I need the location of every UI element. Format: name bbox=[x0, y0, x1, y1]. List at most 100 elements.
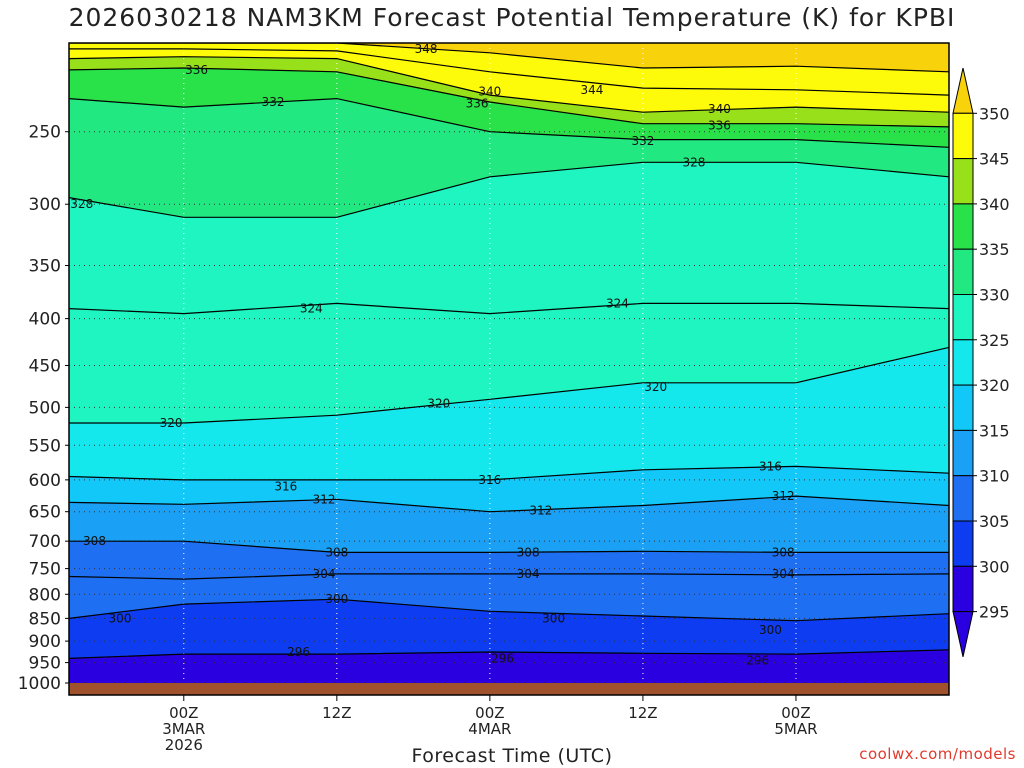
contour-label: 324 bbox=[606, 296, 629, 310]
y-tick-label: 500 bbox=[29, 398, 61, 418]
colorbar-top-arrow bbox=[952, 67, 974, 114]
contour-label: 348 bbox=[415, 42, 438, 56]
credit-link[interactable]: coolwx.com/models bbox=[859, 745, 1016, 763]
isentrope-312 bbox=[69, 495, 949, 513]
y-tick-label: 400 bbox=[29, 310, 61, 330]
contour-label: 304 bbox=[772, 567, 795, 581]
colorbar-swatch bbox=[952, 565, 974, 613]
isentrope-344 bbox=[69, 48, 949, 96]
theta-band-320 bbox=[69, 303, 949, 423]
chart-title: 2026030218 NAM3KM Forecast Potential Tem… bbox=[68, 3, 956, 32]
theta-band-344 bbox=[69, 43, 949, 96]
contour-label: 304 bbox=[313, 567, 336, 581]
y-axis: 250 300 350 400 450 500 550 600 650 700 750 800 850 9… bbox=[18, 123, 69, 694]
contour-label: 336 bbox=[185, 63, 208, 77]
contour-label: 344 bbox=[580, 83, 603, 97]
colorbar-label: 345 bbox=[979, 150, 1010, 169]
colorbar-swatch bbox=[952, 339, 974, 386]
contour-label: 324 bbox=[300, 302, 323, 316]
x-tick-label: 12Z bbox=[628, 704, 657, 722]
contour-label: 332 bbox=[631, 134, 654, 148]
contour-label: 296 bbox=[287, 645, 310, 659]
colorbar-swatch bbox=[952, 429, 974, 477]
y-tick-label: 650 bbox=[29, 503, 61, 523]
colorbar-label: 335 bbox=[979, 240, 1010, 259]
colorbar-label: 325 bbox=[979, 331, 1010, 350]
theta-band-340 bbox=[69, 48, 949, 113]
contour-label: 316 bbox=[478, 473, 501, 487]
x-tick-label: 2026 bbox=[165, 736, 203, 754]
colorbar-label: 350 bbox=[979, 104, 1010, 123]
contour-label: 296 bbox=[491, 651, 514, 665]
colorbar-bottom-arrow bbox=[952, 611, 974, 658]
colorbar-swatch bbox=[952, 475, 974, 522]
isentrope-336 bbox=[69, 67, 949, 128]
y-tick-label: 800 bbox=[29, 585, 61, 605]
x-tick-label: 00Z bbox=[169, 704, 198, 722]
colorbar-swatch bbox=[952, 248, 974, 295]
colorbar-label: 305 bbox=[979, 512, 1010, 531]
colorbar-swatch bbox=[952, 384, 974, 431]
theta-band-324 bbox=[69, 162, 949, 314]
y-tick-label: 750 bbox=[29, 560, 61, 580]
contour-label: 312 bbox=[529, 503, 552, 517]
contour-label: 300 bbox=[109, 611, 132, 625]
contour-label: 300 bbox=[325, 592, 348, 606]
y-tick-label: 300 bbox=[29, 195, 61, 215]
contour-label: 316 bbox=[759, 459, 782, 473]
colorbar-label: 315 bbox=[979, 421, 1010, 440]
theta-band-328 bbox=[69, 98, 949, 218]
colorbar-swatch bbox=[952, 203, 974, 250]
colorbar-label: 340 bbox=[979, 195, 1010, 214]
y-tick-label: 550 bbox=[29, 436, 61, 456]
colorbar-swatch bbox=[952, 294, 974, 341]
theta-band-296 bbox=[69, 599, 949, 659]
y-tick-label: 250 bbox=[29, 123, 61, 143]
colorbar-label: 295 bbox=[979, 603, 1010, 622]
colorbar: 295 300 305 310 315 320 325 330 335 340 345 350 bbox=[952, 67, 1010, 658]
colorbar-swatch bbox=[952, 112, 974, 160]
contour-label: 336 bbox=[708, 118, 731, 132]
isentrope-316 bbox=[69, 465, 949, 481]
x-tick-label: 12Z bbox=[322, 704, 351, 722]
contour-label: 332 bbox=[262, 95, 285, 109]
contour-label: 308 bbox=[517, 545, 540, 559]
y-tick-label: 350 bbox=[29, 257, 61, 277]
colorbar-swatch bbox=[952, 520, 974, 567]
theta-band-292 bbox=[69, 649, 949, 683]
contour-label: 340 bbox=[708, 102, 731, 116]
theta-band-348 bbox=[69, 43, 949, 72]
contour-label: 300 bbox=[759, 623, 782, 637]
colorbar-label: 320 bbox=[979, 376, 1010, 395]
contour-label: 300 bbox=[542, 611, 565, 625]
colorbar-swatch bbox=[952, 158, 974, 205]
isentrope-332 bbox=[69, 97, 949, 148]
colorbar-label: 300 bbox=[979, 557, 1010, 576]
x-tick-label: 00Z bbox=[781, 704, 810, 722]
contour-label: 336 bbox=[466, 97, 489, 111]
isentrope-300 bbox=[69, 598, 949, 622]
isentrope-304 bbox=[69, 573, 949, 580]
y-tick-label: 950 bbox=[29, 654, 61, 674]
contour-label: 296 bbox=[746, 654, 769, 668]
y-tick-label: 700 bbox=[29, 532, 61, 552]
isentrope-328 bbox=[69, 161, 949, 218]
plot-frame bbox=[68, 42, 950, 696]
contour-label: 320 bbox=[427, 396, 450, 410]
contour-label: 340 bbox=[478, 85, 501, 99]
theta-band-300 bbox=[69, 573, 949, 621]
y-tick-label: 1000 bbox=[18, 674, 61, 694]
contour-label: 308 bbox=[83, 534, 106, 548]
colorbar-label: 310 bbox=[979, 467, 1010, 486]
theta-band-332 bbox=[69, 68, 949, 148]
potential-temperature-fill bbox=[69, 43, 949, 683]
theta-band-316 bbox=[69, 347, 949, 480]
isentrope-296 bbox=[69, 649, 949, 659]
isentrope-320 bbox=[69, 346, 949, 424]
x-tick-label: 4MAR bbox=[468, 720, 511, 738]
contour-labels: 296 296 296 300 300 300 300 304 304 304 308 308 308 3… bbox=[70, 42, 794, 668]
x-tick-label: 5MAR bbox=[774, 720, 817, 738]
contour-label: 312 bbox=[313, 492, 336, 506]
y-tick-label: 600 bbox=[29, 471, 61, 491]
